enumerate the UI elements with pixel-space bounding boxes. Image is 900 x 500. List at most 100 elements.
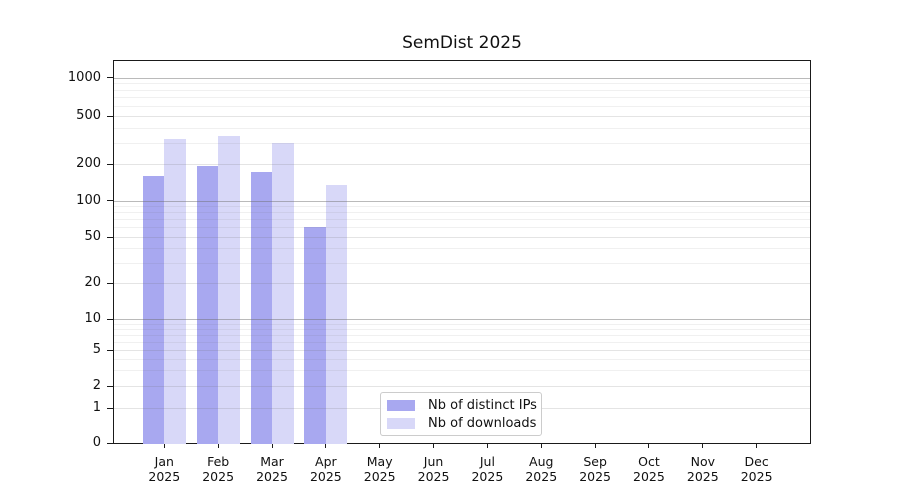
y-tick-label: 200 — [76, 156, 101, 171]
x-tick-label: Sep 2025 — [565, 454, 625, 484]
gridline — [114, 116, 810, 117]
x-tick-year: 2025 — [417, 469, 450, 484]
minor-gridline — [114, 105, 810, 107]
x-tick-month: May — [366, 454, 393, 469]
x-tick-label: Nov 2025 — [673, 454, 733, 484]
minor-gridline — [114, 142, 810, 144]
x-tick-mark — [433, 444, 435, 448]
x-tick-label: Jun 2025 — [404, 454, 464, 484]
x-tick-label: Jul 2025 — [457, 454, 517, 484]
x-tick-mark — [379, 444, 381, 448]
legend-item-distinct-ips: Nb of distinct IPs — [387, 398, 537, 413]
y-tick-mark — [107, 282, 113, 284]
x-tick-mark — [271, 444, 273, 448]
x-tick-year: 2025 — [579, 469, 611, 484]
x-tick-mark — [756, 444, 758, 448]
legend: Nb of distinct IPs Nb of downloads — [380, 392, 542, 436]
x-tick-month: Jan — [154, 454, 174, 469]
y-tick-mark — [107, 163, 113, 165]
x-tick-mark — [163, 444, 165, 448]
bar-downloads — [218, 135, 240, 444]
x-tick-mark — [648, 444, 650, 448]
gridline — [114, 237, 810, 238]
bar-distinct-ips — [304, 227, 326, 444]
y-tick-mark — [107, 349, 113, 351]
x-tick-year: 2025 — [740, 469, 773, 484]
major-gridline — [114, 319, 810, 320]
x-tick-mark — [702, 444, 704, 448]
x-tick-month: Feb — [207, 454, 230, 469]
minor-gridline — [114, 227, 810, 229]
gridline — [114, 350, 810, 351]
x-tick-label: Oct 2025 — [619, 454, 679, 484]
x-tick-year: 2025 — [525, 469, 558, 484]
x-tick-year: 2025 — [256, 469, 288, 484]
x-tick-mark — [486, 444, 488, 448]
bar-downloads — [325, 185, 348, 444]
x-tick-month: Apr — [315, 454, 337, 469]
x-tick-year: 2025 — [686, 469, 719, 484]
minor-gridline — [114, 127, 810, 129]
x-tick-month: Oct — [638, 454, 660, 469]
minor-gridline — [114, 212, 810, 214]
bar-downloads — [272, 143, 294, 444]
y-tick-label: 20 — [84, 275, 101, 290]
x-tick-label: Dec 2025 — [727, 454, 787, 484]
major-gridline — [114, 200, 810, 202]
x-tick-year: 2025 — [363, 469, 396, 484]
minor-gridline — [114, 328, 810, 330]
x-tick-label: Feb 2025 — [188, 454, 248, 484]
y-tick-mark — [107, 407, 113, 409]
x-tick-year: 2025 — [471, 469, 504, 484]
x-tick-year: 2025 — [202, 469, 235, 484]
minor-gridline — [114, 262, 810, 264]
gridline — [114, 283, 810, 284]
x-tick-label: Mar 2025 — [242, 454, 302, 484]
y-tick-label: 0 — [92, 435, 101, 450]
y-tick-label: 50 — [84, 229, 101, 244]
minor-gridline — [114, 89, 810, 91]
y-tick-label: 10 — [84, 311, 101, 326]
x-tick-mark — [594, 444, 596, 448]
plot-area — [113, 60, 811, 444]
y-tick-label: 1 — [92, 400, 101, 415]
legend-item-downloads: Nb of downloads — [387, 416, 536, 431]
bar-distinct-ips — [142, 176, 165, 444]
x-tick-month: Sep — [583, 454, 607, 469]
minor-gridline — [114, 206, 810, 208]
bar-distinct-ips — [250, 171, 272, 444]
x-tick-month: Dec — [744, 454, 769, 469]
gridline — [114, 386, 810, 387]
y-tick-mark — [107, 442, 113, 444]
minor-gridline — [114, 83, 810, 85]
y-tick-mark — [107, 115, 113, 117]
y-tick-mark — [107, 200, 113, 201]
x-tick-mark — [325, 444, 327, 448]
minor-gridline — [114, 358, 810, 360]
x-tick-year: 2025 — [633, 469, 665, 484]
x-tick-month: Nov — [690, 454, 715, 469]
y-tick-label: 5 — [92, 342, 101, 357]
y-tick-mark — [107, 318, 113, 320]
y-tick-label: 100 — [76, 192, 101, 208]
x-tick-mark — [540, 444, 542, 448]
x-tick-label: May 2025 — [350, 454, 410, 484]
legend-label-distinct-ips: Nb of distinct IPs — [428, 397, 537, 413]
y-tick-mark — [107, 77, 113, 78]
legend-swatch-distinct-ips — [387, 399, 415, 411]
x-tick-month: Mar — [260, 454, 284, 469]
legend-swatch-downloads — [387, 417, 415, 429]
x-tick-mark — [217, 444, 219, 448]
major-gridline — [114, 77, 810, 79]
x-tick-month: Jun — [423, 454, 444, 469]
y-tick-label: 2 — [92, 378, 101, 393]
x-tick-label: Aug 2025 — [511, 454, 571, 484]
chart-title: SemDist 2025 — [402, 33, 522, 53]
minor-gridline — [114, 248, 810, 250]
minor-gridline — [114, 334, 810, 336]
y-tick-label: 1000 — [67, 69, 101, 85]
x-tick-month: Jul — [479, 454, 495, 469]
minor-gridline — [114, 341, 810, 343]
x-tick-year: 2025 — [148, 469, 181, 484]
